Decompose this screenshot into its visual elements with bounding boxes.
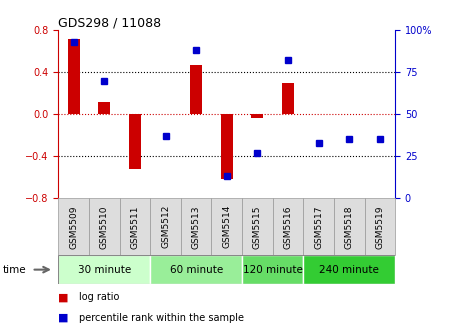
Bar	[273, 198, 303, 255]
Text: 120 minute: 120 minute	[243, 265, 303, 275]
Text: GSM5512: GSM5512	[161, 205, 170, 248]
Text: GSM5516: GSM5516	[283, 205, 292, 249]
Bar	[190, 65, 202, 114]
Bar	[150, 198, 181, 255]
Bar	[58, 198, 89, 255]
Text: GSM5517: GSM5517	[314, 205, 323, 249]
Text: GSM5519: GSM5519	[375, 205, 384, 249]
Bar	[119, 198, 150, 255]
Bar	[251, 114, 264, 119]
Text: ■: ■	[58, 312, 69, 323]
Text: GSM5509: GSM5509	[69, 205, 78, 249]
Bar	[242, 255, 303, 284]
Text: GSM5515: GSM5515	[253, 205, 262, 249]
Bar	[150, 255, 242, 284]
Bar	[220, 114, 233, 179]
Bar	[89, 198, 119, 255]
Text: GSM5511: GSM5511	[130, 205, 139, 249]
Text: log ratio: log ratio	[79, 292, 119, 302]
Text: 240 minute: 240 minute	[319, 265, 379, 275]
Text: GSM5518: GSM5518	[345, 205, 354, 249]
Bar	[303, 198, 334, 255]
Bar	[282, 83, 294, 114]
Bar	[98, 102, 110, 114]
Bar	[334, 198, 365, 255]
Bar	[67, 39, 80, 114]
Text: GSM5514: GSM5514	[222, 205, 231, 248]
Bar	[303, 255, 395, 284]
Text: GSM5513: GSM5513	[192, 205, 201, 249]
Text: GSM5510: GSM5510	[100, 205, 109, 249]
Bar	[365, 198, 395, 255]
Bar	[181, 198, 211, 255]
Text: 30 minute: 30 minute	[78, 265, 131, 275]
Text: 60 minute: 60 minute	[170, 265, 223, 275]
Bar	[211, 198, 242, 255]
Text: time: time	[2, 265, 26, 275]
Bar	[242, 198, 273, 255]
Text: ■: ■	[58, 292, 69, 302]
Bar	[129, 114, 141, 169]
Bar	[58, 255, 150, 284]
Text: GDS298 / 11088: GDS298 / 11088	[58, 16, 162, 29]
Text: percentile rank within the sample: percentile rank within the sample	[79, 312, 243, 323]
